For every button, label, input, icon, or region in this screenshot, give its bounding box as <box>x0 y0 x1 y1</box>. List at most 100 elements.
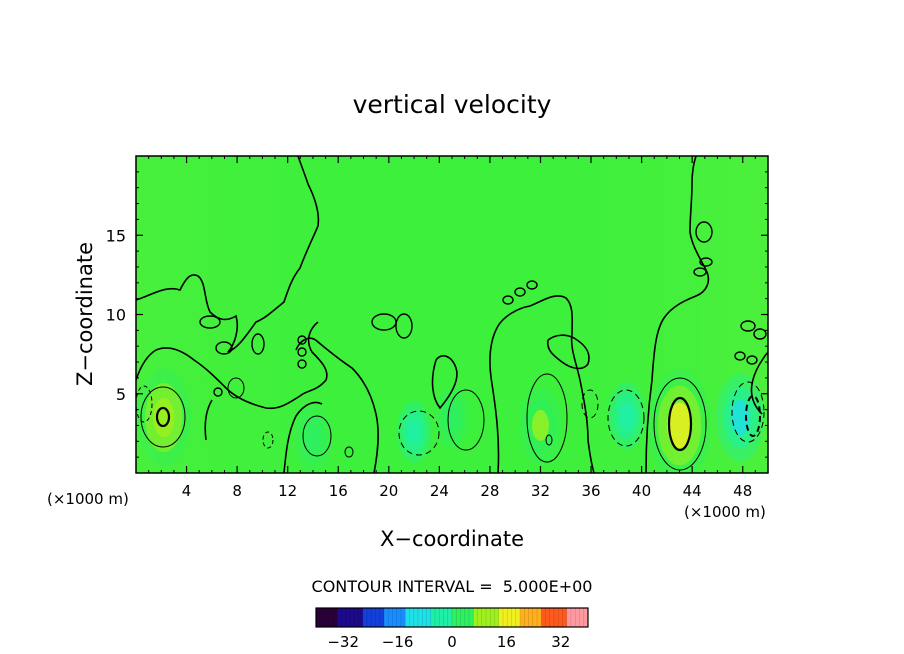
colorbar-swatch <box>316 608 321 627</box>
y-tick-label: 15 <box>106 226 126 245</box>
zero-contour-cell <box>213 387 223 397</box>
colorbar-swatch <box>341 608 347 627</box>
colorbar-swatch <box>456 608 461 627</box>
colorbar-swatch <box>396 608 402 627</box>
chart-title: vertical velocity <box>353 90 552 119</box>
zero-contour-cell <box>514 287 526 297</box>
colorbar-swatch <box>439 608 444 627</box>
positive-contour <box>526 373 568 463</box>
colorbar-frame <box>315 607 589 628</box>
colorbar-swatch <box>337 608 342 627</box>
zero-contour <box>283 401 323 473</box>
colorbar-swatch <box>520 608 525 627</box>
colorbar-swatch <box>460 608 466 627</box>
updraft-shading <box>153 397 175 438</box>
positive-contour-strong <box>155 406 171 428</box>
zero-contour <box>295 337 379 473</box>
colorbar-swatch <box>333 608 338 627</box>
colorbar-swatch <box>409 608 415 627</box>
x-tick-label: 40 <box>632 482 651 500</box>
positive-contour <box>227 377 245 399</box>
x-tick-label: 20 <box>379 482 398 500</box>
zero-contour <box>546 334 590 370</box>
colorbar-swatch <box>511 608 517 627</box>
colorbar-swatch <box>392 608 398 627</box>
colorbar-swatch <box>486 608 491 627</box>
x-tick-label: 48 <box>733 482 752 500</box>
colorbar-tick-label: 0 <box>447 633 457 651</box>
colorbar-swatch <box>367 608 372 627</box>
x-tick-label: 8 <box>232 482 242 500</box>
zero-contour <box>204 399 213 441</box>
colorbar-swatch <box>362 608 368 627</box>
negative-contour <box>398 410 440 456</box>
positive-contour <box>302 415 332 457</box>
colorbar-swatch <box>541 608 546 627</box>
negative-contour <box>731 381 765 443</box>
zero-contour <box>645 156 710 473</box>
colorbar-swatch <box>477 608 483 627</box>
zero-contour-cell <box>251 333 265 355</box>
zero-contour <box>136 321 328 410</box>
colorbar-swatch <box>375 608 381 627</box>
x-tick-label: 32 <box>531 482 550 500</box>
positive-contour <box>140 386 186 448</box>
y-axis-label: Z−coordinate <box>73 242 97 386</box>
colorbar-swatch <box>422 608 427 627</box>
zero-contour-cell <box>199 315 221 329</box>
negative-contour <box>136 385 153 423</box>
colorbar-swatch <box>566 608 572 627</box>
colorbar-swatch <box>503 608 508 627</box>
colorbar-swatch <box>494 608 500 627</box>
y-tick-label: 5 <box>116 385 126 404</box>
negative-contour <box>581 389 599 419</box>
colorbar-swatch <box>358 608 364 627</box>
colorbar-swatch <box>537 608 542 627</box>
colorbar-swatch <box>320 608 325 627</box>
colorbar-tick-label: −16 <box>382 633 414 651</box>
colorbar-swatch <box>430 608 436 627</box>
x-tick-label: 36 <box>581 482 600 500</box>
colorbar-swatch <box>447 608 453 627</box>
colorbar-swatch <box>571 608 576 627</box>
x-tick-label: 44 <box>683 482 702 500</box>
colorbar: −32 −16 0 16 32 <box>315 607 589 651</box>
colorbar-tick-label: 16 <box>497 633 516 651</box>
zero-contour <box>136 156 320 353</box>
zero-contour-cell <box>695 221 713 243</box>
positive-contour <box>545 434 553 446</box>
zero-contour-cell <box>297 335 307 345</box>
colorbar-swatch <box>507 608 512 627</box>
colorbar-swatch <box>435 608 440 627</box>
colorbar-swatch <box>558 608 563 627</box>
colorbar-swatch <box>426 608 432 627</box>
contour-lines <box>136 156 768 473</box>
zero-contour-cell <box>215 341 233 355</box>
x-tick-label: 12 <box>278 482 297 500</box>
x-tick-label: 16 <box>329 482 348 500</box>
zero-contour-cell <box>297 359 307 369</box>
contour-interval-label: CONTOUR INTERVAL = 5.000E+00 <box>312 577 593 596</box>
y-tick-label: 10 <box>106 306 126 325</box>
colorbar-ticks: −32 −16 0 16 32 <box>327 633 570 651</box>
positive-contour-strong <box>667 396 693 452</box>
zero-contour-cell <box>734 351 746 361</box>
colorbar-swatch <box>515 608 521 627</box>
colorbar-swatch <box>384 608 389 627</box>
colorbar-swatch <box>464 608 470 627</box>
colorbar-swatch <box>469 608 474 627</box>
downdraft-shading <box>619 402 634 430</box>
colorbar-swatch <box>528 608 534 627</box>
negative-contour <box>262 431 274 449</box>
colorbar-swatch <box>524 608 529 627</box>
zero-contour <box>750 351 768 415</box>
zero-contour-cell <box>746 355 758 365</box>
negative-contour <box>607 389 645 447</box>
positive-contour <box>344 446 354 458</box>
colorbar-swatch <box>405 608 410 627</box>
updraft-shading <box>445 405 459 430</box>
colorbar-swatch <box>473 608 478 627</box>
updraft-shading <box>532 409 549 441</box>
